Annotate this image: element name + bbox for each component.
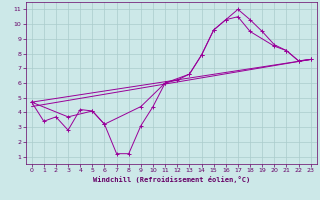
X-axis label: Windchill (Refroidissement éolien,°C): Windchill (Refroidissement éolien,°C) <box>92 176 250 183</box>
